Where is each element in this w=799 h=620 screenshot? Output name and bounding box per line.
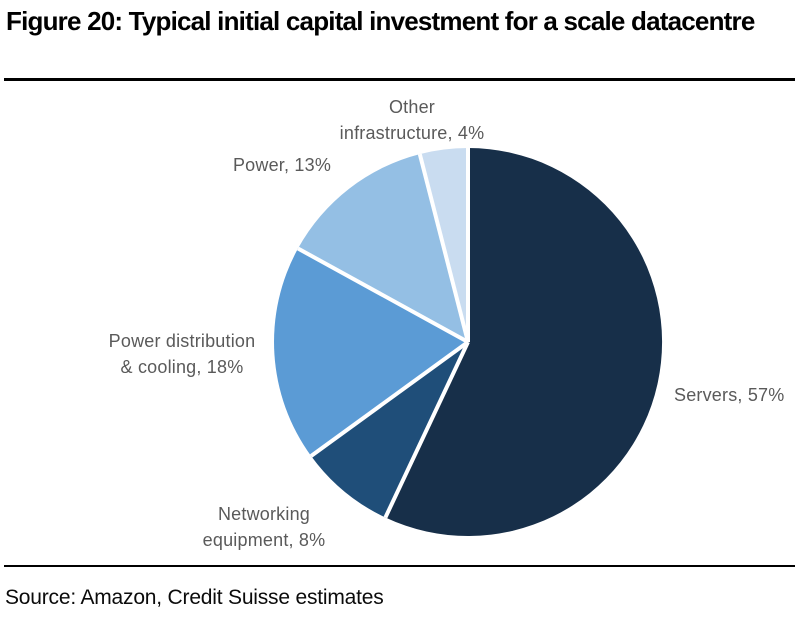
- source-text: Source: Amazon, Credit Suisse estimates: [5, 586, 384, 609]
- slice-label-line: equipment, 8%: [202, 530, 326, 550]
- title-rule: [4, 78, 795, 81]
- slice-border: [417, 153, 470, 343]
- slice-label-line: Servers, 57%: [674, 385, 785, 405]
- slice-border: [297, 246, 469, 344]
- source-rule: [4, 565, 795, 567]
- pie-slice-power-distribution-cooling: [274, 248, 468, 456]
- slice-label-power-distribution-cooling: Power distribution & cooling, 18%: [82, 328, 282, 380]
- slice-label-line: infrastructure, 4%: [339, 123, 485, 143]
- slice-label-line: Networking: [217, 504, 311, 524]
- slice-label-networking-equipment: Networking equipment, 8%: [164, 501, 364, 553]
- slice-label-power: Power, 13%: [182, 152, 382, 178]
- slice-border: [309, 340, 470, 458]
- slice-border: [383, 341, 470, 519]
- pie-slice-networking-equipment: [311, 342, 468, 518]
- pie-slice-power: [298, 154, 468, 342]
- slice-label-line: Power, 13%: [232, 155, 332, 175]
- pie-slice-servers: [385, 147, 663, 536]
- slice-label-other-infrastructure: Other infrastructure, 4%: [312, 94, 512, 146]
- slice-label-line: & cooling, 18%: [120, 357, 244, 377]
- slice-label-line: Power distribution: [108, 331, 256, 351]
- slice-label-servers: Servers, 57%: [674, 382, 784, 408]
- slice-label-line: Other: [388, 97, 436, 117]
- figure-title: Figure 20: Typical initial capital inves…: [6, 6, 755, 36]
